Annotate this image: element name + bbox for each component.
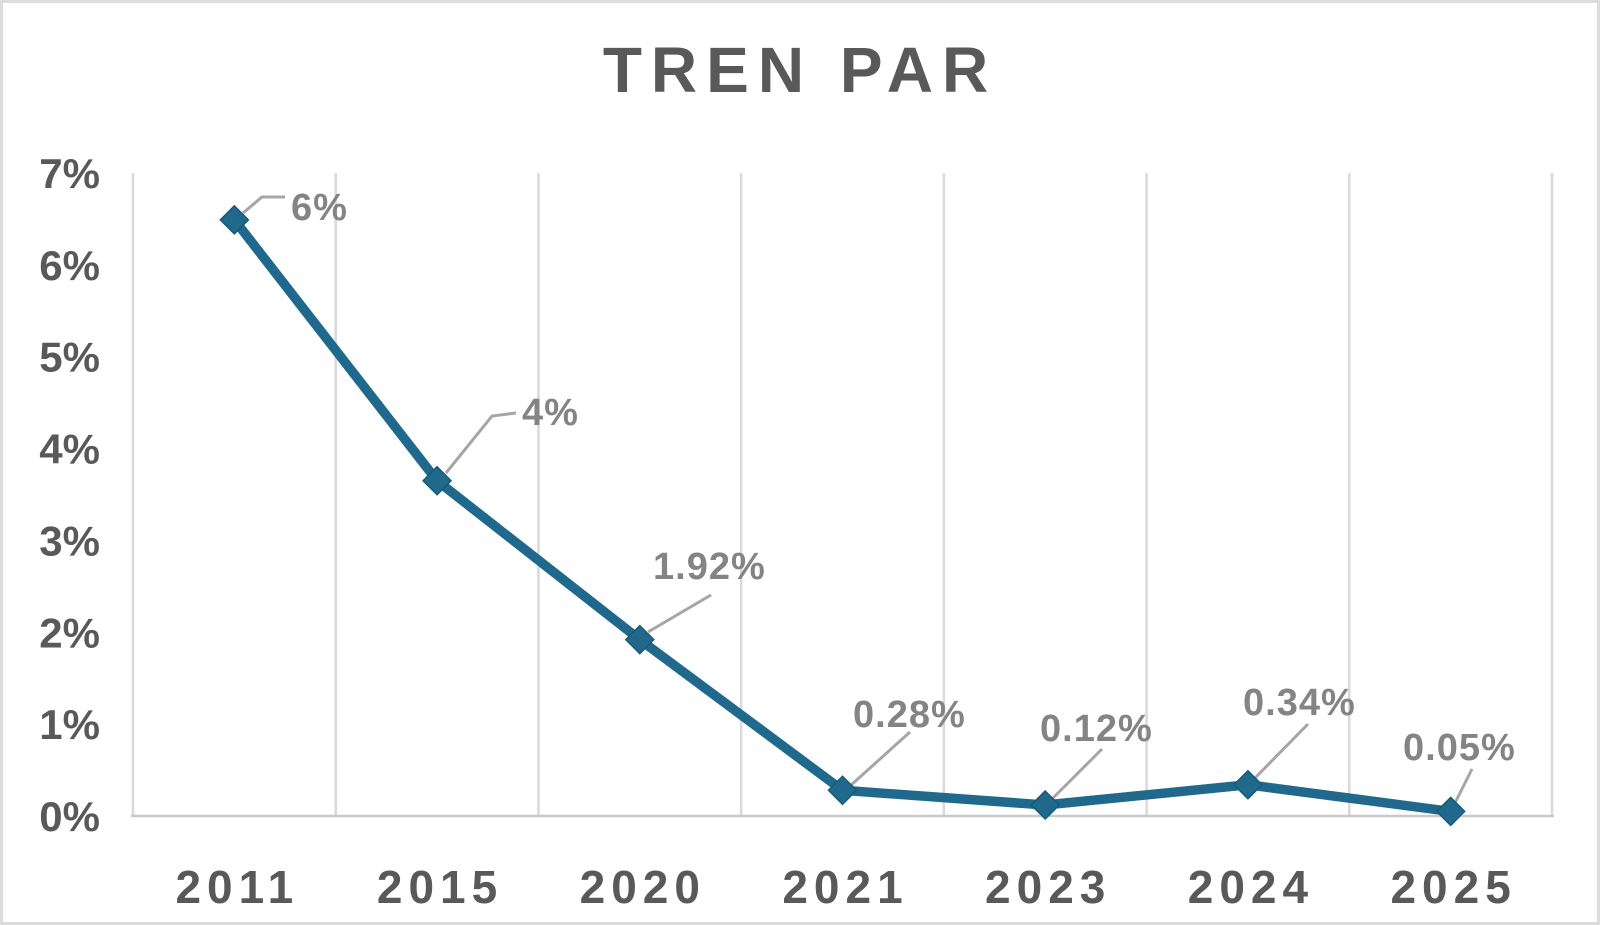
- data-point-label: 0.12%: [1040, 708, 1153, 750]
- data-point-label: 0.05%: [1403, 727, 1516, 769]
- data-point-label: 0.34%: [1243, 682, 1356, 724]
- data-label-leader-line: [647, 593, 712, 634]
- data-point-marker: [219, 204, 250, 235]
- x-axis-category-label: 2025: [1390, 861, 1516, 913]
- data-point-label: 6%: [291, 187, 348, 229]
- chart-title: TREN PAR: [602, 34, 998, 106]
- data-label-leader-line: [1253, 722, 1310, 780]
- data-point-marker: [624, 624, 655, 655]
- x-axis-category-label: 2021: [782, 861, 908, 913]
- data-label-leader-line: [242, 195, 285, 215]
- data-point-label: 4%: [522, 392, 579, 434]
- data-point-marker: [1030, 789, 1061, 821]
- x-axis-category-label: 2024: [1188, 861, 1314, 913]
- data-point-label: 0.28%: [853, 694, 966, 736]
- x-axis-category-label: 2020: [580, 861, 706, 913]
- y-axis-tick-label: 1%: [39, 701, 100, 748]
- y-axis-tick-label: 6%: [39, 242, 100, 289]
- x-axis-category-label: 2015: [377, 861, 503, 913]
- data-label-leader-line: [1453, 768, 1474, 804]
- data-label-leader-line: [444, 411, 517, 474]
- y-axis-tick-label: 2%: [39, 609, 100, 656]
- y-axis-tick-label: 0%: [39, 793, 100, 840]
- data-point-marker: [827, 775, 858, 806]
- data-point-marker: [1232, 769, 1263, 800]
- y-axis-tick-label: 5%: [39, 334, 100, 381]
- data-label-leader-line: [848, 730, 912, 788]
- y-axis-tick-label: 4%: [39, 426, 100, 473]
- y-axis-tick-label: 3%: [39, 517, 100, 564]
- line-chart-plot: 0% 1% 2% 3% 4% 5% 6% 7% 2011 2015 2020 2021 2023 2024…: [39, 150, 1554, 913]
- y-axis-tick-label: 7%: [39, 150, 100, 197]
- x-axis-category-label: 2023: [985, 861, 1111, 913]
- data-point-marker: [1435, 796, 1466, 827]
- x-axis-category-label: 2011: [175, 861, 299, 913]
- data-point-label: 1.92%: [653, 546, 766, 588]
- data-label-leader-line: [1051, 747, 1104, 800]
- data-point-marker: [422, 465, 453, 496]
